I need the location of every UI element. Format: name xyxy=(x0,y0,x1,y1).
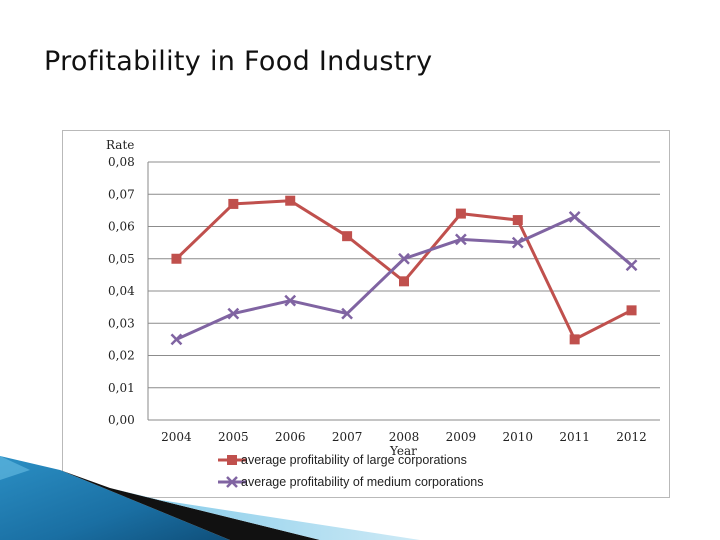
legend-label: average profitability of large corporati… xyxy=(241,453,467,467)
data-point xyxy=(568,210,581,223)
data-point xyxy=(341,307,353,320)
data-point xyxy=(285,195,296,206)
data-point xyxy=(626,305,637,316)
data-point xyxy=(569,334,580,345)
legend-item: average profitability of large corporati… xyxy=(218,453,467,467)
data-point xyxy=(625,259,638,272)
legend-item: average profitability of medium corporat… xyxy=(218,475,483,489)
x-tick-label: 2008 xyxy=(389,430,420,444)
axes xyxy=(147,162,660,421)
data-point xyxy=(511,236,524,249)
legend-marker xyxy=(227,455,237,465)
data-point xyxy=(455,233,467,246)
chart-frame xyxy=(62,130,670,498)
y-tick-label: 0,08 xyxy=(108,155,135,169)
data-point xyxy=(170,333,183,346)
data-point xyxy=(512,215,523,226)
y-tick-label: 0,00 xyxy=(108,413,135,427)
x-tick-labels: 2004 2005 2006 2007 2008 2009 2010 2011 2012 xyxy=(161,430,647,444)
legend: average profitability of large corporati… xyxy=(218,453,483,489)
data-point xyxy=(342,231,353,242)
y-tick-label: 0,05 xyxy=(108,252,135,266)
data-point xyxy=(284,294,297,307)
x-tick-label: 2006 xyxy=(275,430,306,444)
y-tick-label: 0,02 xyxy=(108,349,135,363)
y-tick-labels: 0,00 0,01 0,02 0,03 0,04 0,05 0,06 0,07 0,08 xyxy=(108,155,135,427)
gridlines xyxy=(148,161,660,389)
slide-title: Profitability in Food Industry xyxy=(44,46,433,77)
x-tick-label: 2010 xyxy=(503,430,534,444)
x-tick-label: 2011 xyxy=(559,430,590,444)
y-tick-label: 0,03 xyxy=(108,316,135,330)
x-axis-title: Year xyxy=(389,444,417,458)
y-axis-title: Rate xyxy=(106,138,134,152)
y-tick-label: 0,04 xyxy=(108,284,135,298)
data-point xyxy=(398,252,410,265)
series-large-corporations xyxy=(171,195,637,345)
y-tick-label: 0,06 xyxy=(108,220,135,234)
y-tick-label: 0,01 xyxy=(108,381,135,395)
x-tick-label: 2005 xyxy=(218,430,249,444)
data-point xyxy=(171,253,182,264)
y-tick-label: 0,07 xyxy=(108,187,135,201)
legend-label: average profitability of medium corporat… xyxy=(241,475,483,489)
series-medium-corporations xyxy=(170,210,638,346)
x-tick-label: 2004 xyxy=(161,430,192,444)
data-point xyxy=(399,276,409,287)
data-point xyxy=(227,307,240,320)
data-point xyxy=(228,198,239,209)
x-tick-label: 2012 xyxy=(616,430,647,444)
x-tick-label: 2007 xyxy=(332,430,363,444)
x-tick-label: 2009 xyxy=(446,430,477,444)
data-point xyxy=(455,208,466,219)
series-layer xyxy=(170,195,638,346)
